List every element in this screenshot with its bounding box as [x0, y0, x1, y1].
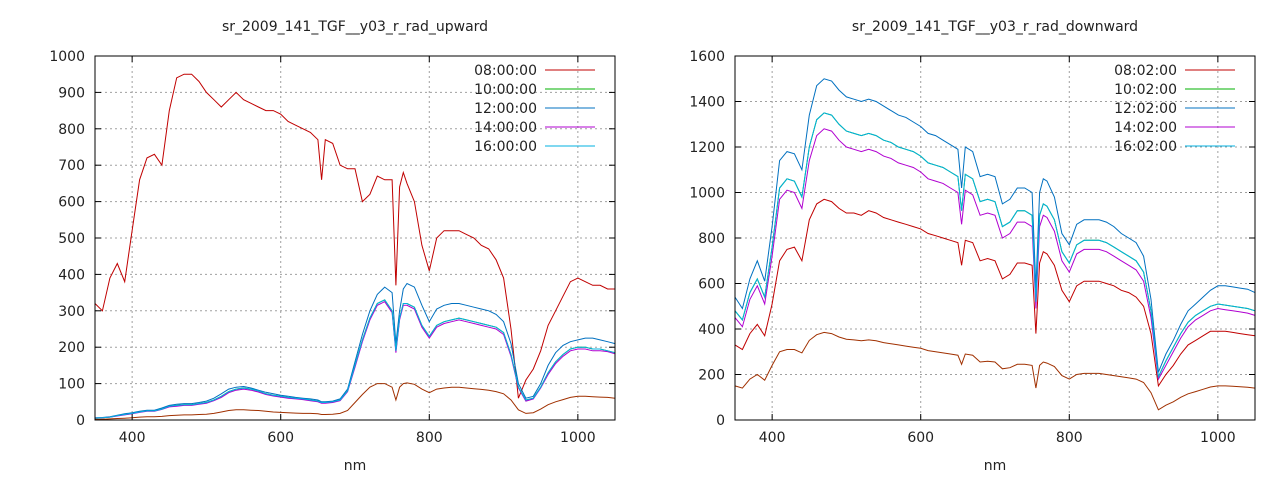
x-tick-label: 400: [759, 430, 786, 446]
y-tick-label: 400: [58, 267, 85, 283]
y-tick-label: 900: [58, 85, 85, 101]
y-tick-label: 1000: [49, 49, 85, 65]
x-tick-label: 600: [267, 430, 294, 446]
y-tick-label: 800: [58, 122, 85, 138]
series-line-12:00:00: [94, 282, 616, 419]
y-tick-label: 400: [698, 322, 725, 338]
y-tick-label: 200: [58, 340, 85, 356]
x-tick-label: 600: [907, 430, 934, 446]
legend-label: 10:02:00: [1114, 82, 1177, 98]
y-tick-label: 200: [698, 368, 725, 384]
x-tick-label: 400: [119, 430, 146, 446]
y-tick-label: 800: [698, 231, 725, 247]
legend-label: 14:02:00: [1114, 120, 1177, 136]
legend-label: 12:02:00: [1114, 101, 1177, 117]
series-line-14:02:00: [734, 128, 1256, 381]
series-line-14:00:00: [94, 301, 616, 419]
legend-label: 08:02:00: [1114, 63, 1177, 79]
legend-label: 16:00:00: [474, 139, 537, 155]
y-tick-label: 300: [58, 304, 85, 320]
x-tick-label: 800: [416, 430, 443, 446]
y-tick-label: 0: [716, 413, 725, 429]
legend-label: 14:00:00: [474, 120, 537, 136]
series-line-unlabeled: [95, 382, 616, 420]
y-tick-label: 0: [76, 413, 85, 429]
series-line-16:02:00: [734, 112, 1256, 379]
series-line-08:00:00: [94, 73, 615, 399]
chart-panel-1: 400 600 800 1000 0 200 400 600 800 1000 1200 1400 16…: [689, 19, 1256, 474]
series-line-08:02:00: [734, 198, 1256, 388]
y-tick-label: 600: [698, 277, 725, 293]
legend-label: 16:02:00: [1114, 139, 1177, 155]
chart-panel-0: 400 600 800 1000 0 100 200 300 400 500 600 700 800 90…: [49, 19, 616, 474]
y-tick-label: 700: [58, 158, 85, 174]
legend-label: 08:00:00: [474, 63, 537, 79]
y-tick-label: 600: [58, 195, 85, 211]
x-tick-label: 800: [1056, 430, 1083, 446]
x-axis-label: nm: [344, 458, 367, 474]
legend-label: 10:00:00: [474, 82, 537, 98]
legend-label: 12:00:00: [474, 101, 537, 117]
chart-title: sr_2009_141_TGF__y03_r_rad_downward: [852, 19, 1138, 35]
y-tick-label: 1400: [689, 95, 725, 111]
x-axis-label: nm: [984, 458, 1007, 474]
series-line-16:00:00: [94, 299, 616, 419]
y-tick-label: 500: [58, 231, 85, 247]
y-tick-label: 1200: [689, 140, 725, 156]
y-tick-label: 1600: [689, 49, 725, 65]
series-line-12:02:00: [734, 78, 1256, 373]
x-tick-label: 1000: [1200, 430, 1236, 446]
y-tick-label: 100: [58, 377, 85, 393]
y-tick-label: 1000: [689, 186, 725, 202]
x-tick-label: 1000: [560, 430, 596, 446]
chart-title: sr_2009_141_TGF__y03_r_rad_upward: [222, 19, 488, 35]
series-line-unlabeled: [734, 331, 1256, 411]
